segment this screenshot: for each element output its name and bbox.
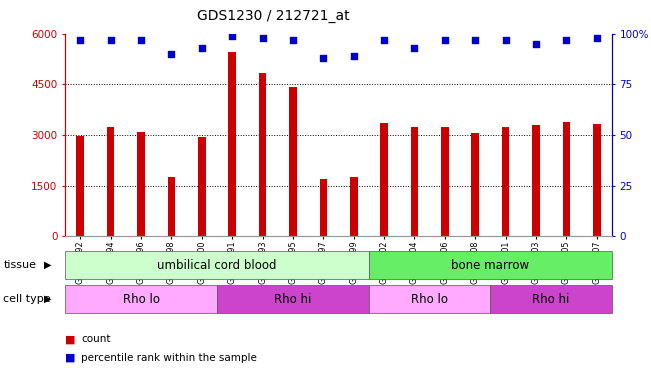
Text: ■: ■ bbox=[65, 353, 76, 363]
Point bbox=[257, 35, 268, 41]
Text: ▶: ▶ bbox=[44, 260, 51, 270]
Bar bbox=[137, 132, 145, 236]
Bar bbox=[168, 177, 175, 236]
Bar bbox=[532, 125, 540, 236]
Text: Rho hi: Rho hi bbox=[533, 292, 570, 306]
Text: count: count bbox=[81, 334, 111, 344]
Point bbox=[470, 37, 480, 43]
Point bbox=[197, 45, 207, 51]
Text: Rho lo: Rho lo bbox=[122, 292, 159, 306]
Bar bbox=[217, 285, 369, 313]
Bar bbox=[380, 123, 388, 236]
Bar bbox=[65, 251, 369, 279]
Point bbox=[105, 37, 116, 43]
Point bbox=[501, 37, 511, 43]
Point bbox=[531, 41, 541, 47]
Bar bbox=[198, 137, 206, 236]
Text: GDS1230 / 212721_at: GDS1230 / 212721_at bbox=[197, 9, 350, 23]
Bar bbox=[490, 285, 612, 313]
Text: Rho hi: Rho hi bbox=[274, 292, 312, 306]
Text: cell type: cell type bbox=[3, 294, 51, 304]
Bar bbox=[562, 122, 570, 236]
Point bbox=[136, 37, 146, 43]
Bar bbox=[411, 127, 418, 236]
Bar bbox=[320, 179, 327, 236]
Point bbox=[592, 35, 602, 41]
Text: ■: ■ bbox=[65, 334, 76, 344]
Point bbox=[348, 53, 359, 59]
Bar bbox=[65, 285, 217, 313]
Bar bbox=[369, 285, 490, 313]
Text: umbilical cord blood: umbilical cord blood bbox=[158, 259, 277, 272]
Bar bbox=[107, 127, 115, 236]
Point bbox=[288, 37, 298, 43]
Text: percentile rank within the sample: percentile rank within the sample bbox=[81, 353, 257, 363]
Bar bbox=[502, 127, 509, 236]
Bar bbox=[441, 127, 449, 236]
Bar bbox=[350, 177, 357, 236]
Point bbox=[379, 37, 389, 43]
Bar bbox=[229, 53, 236, 236]
Point bbox=[227, 33, 238, 39]
Point bbox=[318, 55, 329, 61]
Bar bbox=[77, 136, 84, 236]
Bar bbox=[369, 251, 612, 279]
Bar bbox=[471, 134, 479, 236]
Point bbox=[166, 51, 176, 57]
Text: Rho lo: Rho lo bbox=[411, 292, 448, 306]
Text: bone marrow: bone marrow bbox=[451, 259, 529, 272]
Text: ▶: ▶ bbox=[44, 294, 51, 304]
Bar bbox=[289, 87, 297, 236]
Point bbox=[439, 37, 450, 43]
Point bbox=[75, 37, 85, 43]
Point bbox=[409, 45, 420, 51]
Bar bbox=[258, 73, 266, 236]
Point bbox=[561, 37, 572, 43]
Bar bbox=[593, 124, 600, 236]
Text: tissue: tissue bbox=[3, 260, 36, 270]
